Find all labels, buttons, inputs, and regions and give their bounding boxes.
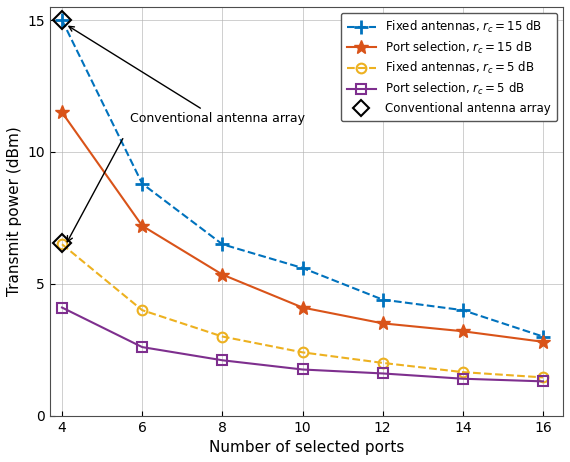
Port selection, $r_c = 15$ dB	[59, 109, 66, 115]
Line: Fixed antennas, $r_c = 15$ dB: Fixed antennas, $r_c = 15$ dB	[55, 13, 550, 343]
Port selection, $r_c = 5$ dB	[299, 367, 306, 372]
Port selection, $r_c = 5$ dB	[459, 376, 466, 382]
Fixed antennas, $r_c = 5$ dB	[379, 360, 386, 366]
X-axis label: Number of selected ports: Number of selected ports	[209, 440, 404, 455]
Fixed antennas, $r_c = 15$ dB	[139, 181, 145, 186]
Fixed antennas, $r_c = 5$ dB	[459, 369, 466, 375]
Line: Port selection, $r_c = 5$ dB: Port selection, $r_c = 5$ dB	[57, 303, 548, 386]
Port selection, $r_c = 5$ dB	[379, 371, 386, 376]
Legend: Fixed antennas, $r_c = 15$ dB, Port selection, $r_c = 15$ dB, Fixed antennas, $r: Fixed antennas, $r_c = 15$ dB, Port sele…	[341, 13, 557, 121]
Port selection, $r_c = 15$ dB	[459, 328, 466, 334]
Fixed antennas, $r_c = 5$ dB	[219, 334, 226, 339]
Port selection, $r_c = 15$ dB	[540, 339, 547, 345]
Fixed antennas, $r_c = 15$ dB	[59, 18, 66, 23]
Fixed antennas, $r_c = 5$ dB	[139, 307, 145, 313]
Port selection, $r_c = 15$ dB	[139, 223, 145, 229]
Fixed antennas, $r_c = 15$ dB	[379, 297, 386, 303]
Fixed antennas, $r_c = 15$ dB	[540, 334, 547, 339]
Fixed antennas, $r_c = 15$ dB	[459, 307, 466, 313]
Y-axis label: Transmit power (dBm): Transmit power (dBm)	[7, 127, 22, 296]
Fixed antennas, $r_c = 5$ dB	[59, 242, 66, 247]
Port selection, $r_c = 5$ dB	[139, 344, 145, 350]
Fixed antennas, $r_c = 15$ dB	[299, 265, 306, 271]
Port selection, $r_c = 5$ dB	[59, 305, 66, 310]
Port selection, $r_c = 15$ dB	[379, 321, 386, 326]
Fixed antennas, $r_c = 15$ dB	[219, 242, 226, 247]
Line: Port selection, $r_c = 15$ dB: Port selection, $r_c = 15$ dB	[55, 105, 550, 349]
Fixed antennas, $r_c = 5$ dB	[540, 375, 547, 380]
Port selection, $r_c = 15$ dB	[299, 305, 306, 310]
Port selection, $r_c = 5$ dB	[540, 378, 547, 384]
Text: Conventional antenna array: Conventional antenna array	[69, 26, 305, 125]
Port selection, $r_c = 5$ dB	[219, 358, 226, 363]
Port selection, $r_c = 15$ dB	[219, 272, 226, 277]
Fixed antennas, $r_c = 5$ dB	[299, 350, 306, 355]
Line: Fixed antennas, $r_c = 5$ dB: Fixed antennas, $r_c = 5$ dB	[57, 239, 548, 382]
